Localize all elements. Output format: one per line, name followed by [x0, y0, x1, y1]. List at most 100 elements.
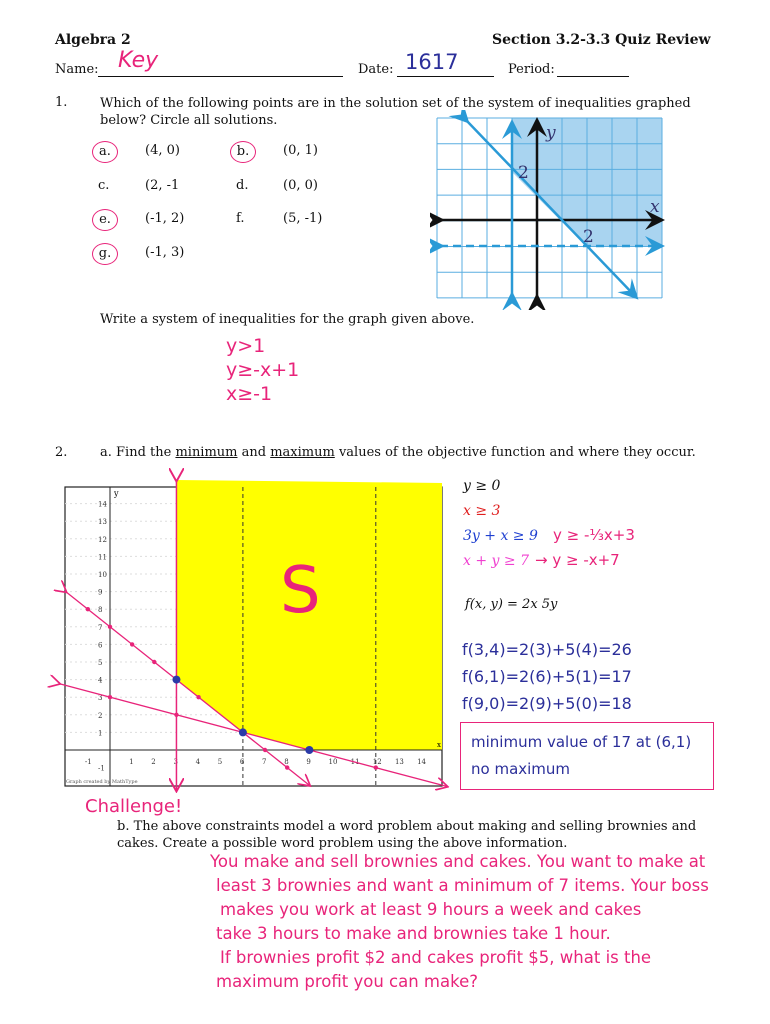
name-line [98, 76, 343, 77]
q1-write-prompt: Write a system of inequalities for the g… [100, 312, 475, 327]
constraint: 3y + x ≥ 9 [463, 528, 538, 544]
option-letter[interactable]: f. [236, 211, 245, 226]
constraint-note: y ≥ -⅓x+3 [553, 526, 635, 544]
period-line [557, 76, 629, 77]
option-value: (0, 0) [283, 178, 318, 193]
y-tick-2: 2 [518, 163, 529, 183]
period-label: Period: [508, 62, 555, 77]
story-line: maximum profit you can make? [216, 972, 478, 991]
evaluation: f(6,1)=2(6)+5(1)=17 [462, 667, 632, 686]
y-axis-label: y [545, 123, 556, 143]
x-tick-label: 6 [240, 758, 245, 766]
objective-function: f(x, y) = 2x 5y [465, 597, 558, 612]
vertex-point [238, 728, 247, 737]
plotted-point [196, 695, 201, 700]
x-axis-label: x [437, 741, 441, 749]
option-letter[interactable]: b. [230, 141, 256, 163]
y-tick-label: 10 [98, 571, 107, 579]
constraint-note: → y ≥ -x+7 [535, 551, 620, 569]
x-tick-label: 1 [129, 758, 133, 766]
x-tick-label: 13 [395, 758, 404, 766]
x-tick-label: 7 [262, 758, 266, 766]
x-tick-label: 2 [151, 758, 155, 766]
y-tick-label: 9 [98, 589, 102, 597]
option-letter[interactable]: e. [92, 209, 118, 231]
option-value: (5, -1) [283, 211, 323, 226]
y-tick-label: 5 [98, 659, 102, 667]
prompt-post: values of the objective function and whe… [334, 445, 696, 460]
option-letter[interactable]: c. [98, 178, 110, 193]
answer-3: x≥-1 [226, 383, 273, 405]
plotted-point [262, 747, 268, 753]
x-axis-label: x [650, 197, 660, 217]
boundary-diagonal [448, 110, 639, 300]
plotted-point [174, 712, 179, 717]
date-value: 1617 [405, 50, 459, 74]
q1-number: 1. [55, 95, 68, 110]
y-tick-label: 11 [98, 553, 107, 561]
plotted-point [107, 624, 113, 629]
y-tick-label: 1 [98, 729, 102, 737]
option-letter[interactable]: g. [92, 243, 118, 265]
x-tick-label: 3 [173, 758, 177, 766]
y-tick-label: 7 [98, 624, 102, 632]
q1-answers: y>1 y≥-x+1 x≥-1 [226, 334, 299, 406]
prompt-and: and [237, 445, 271, 460]
plotted-point [373, 765, 378, 770]
option-value: (4, 0) [145, 143, 180, 158]
x-tick-2: 2 [583, 227, 594, 247]
y-tick-label: 8 [98, 606, 102, 614]
constraint: y ≥ 0 [463, 478, 501, 494]
date-label: Date: [358, 62, 394, 77]
x-tick-label: 9 [306, 758, 310, 766]
y-tick-label: 4 [98, 677, 103, 685]
prompt-min: minimum [175, 445, 238, 460]
constraint: x + y ≥ 7 [463, 553, 529, 569]
q1-prompt: Which of the following points are in the… [100, 96, 691, 128]
q2b-prompt: b. The above constraints model a word pr… [117, 819, 697, 851]
result-box: minimum value of 17 at (6,1) no maximum [460, 722, 714, 790]
answer-2: y≥-x+1 [226, 359, 300, 381]
q2-number: 2. [55, 445, 68, 460]
course-title: Algebra 2 [55, 32, 131, 48]
challenge-label: Challenge! [85, 796, 183, 817]
y-tick-label: -1 [98, 765, 105, 773]
x-tick-label: 4 [196, 758, 201, 766]
option-letter[interactable]: d. [236, 178, 249, 193]
story-line: take 3 hours to make and brownies take 1… [216, 924, 611, 943]
x-tick-label: 10 [329, 758, 338, 766]
option-value: (-1, 3) [145, 245, 185, 260]
result-max: no maximum [471, 760, 571, 778]
vertex-point [305, 746, 314, 754]
x-tick-label: 8 [284, 758, 288, 766]
x-tick-label: 12 [373, 758, 382, 766]
y-tick-label: 13 [98, 518, 107, 526]
option-value: (2, -1 [145, 178, 180, 193]
y-tick-label: 6 [98, 641, 103, 649]
line-3y-plus-x-9 [59, 684, 447, 787]
section-title: Section 3.2-3.3 Quiz Review [492, 32, 711, 48]
graph-credit: Graph created by MathType [66, 779, 138, 785]
date-line [397, 76, 494, 77]
q2b-answer: You make and sell brownies and cakes. Yo… [210, 850, 709, 994]
option-value: (-1, 2) [145, 211, 185, 226]
prompt-text: a. Find the [100, 445, 176, 460]
option-letter[interactable]: a. [92, 141, 118, 163]
evaluation: f(3,4)=2(3)+5(4)=26 [462, 640, 632, 659]
name-value: Key [118, 48, 159, 73]
y-tick-label: 2 [98, 712, 102, 720]
x-tick-label: -1 [85, 758, 92, 766]
vertex-point [172, 675, 181, 684]
story-line: least 3 brownies and want a minimum of 7… [216, 876, 709, 895]
option-value: (0, 1) [283, 143, 318, 158]
result-min: minimum value of 17 at (6,1) [471, 733, 692, 751]
y-tick-label: 12 [98, 536, 107, 544]
story-line: You make and sell brownies and cakes. Yo… [210, 852, 706, 871]
q2-prompt: a. Find the minimum and maximum values o… [100, 445, 696, 460]
answer-1: y>1 [226, 335, 266, 357]
y-tick-label: 14 [98, 501, 107, 509]
evaluation: f(9,0)=2(9)+5(0)=18 [462, 694, 632, 713]
plotted-point [85, 607, 91, 612]
evaluations: f(3,4)=2(3)+5(4)=26 f(6,1)=2(6)+5(1)=17 … [462, 636, 632, 717]
